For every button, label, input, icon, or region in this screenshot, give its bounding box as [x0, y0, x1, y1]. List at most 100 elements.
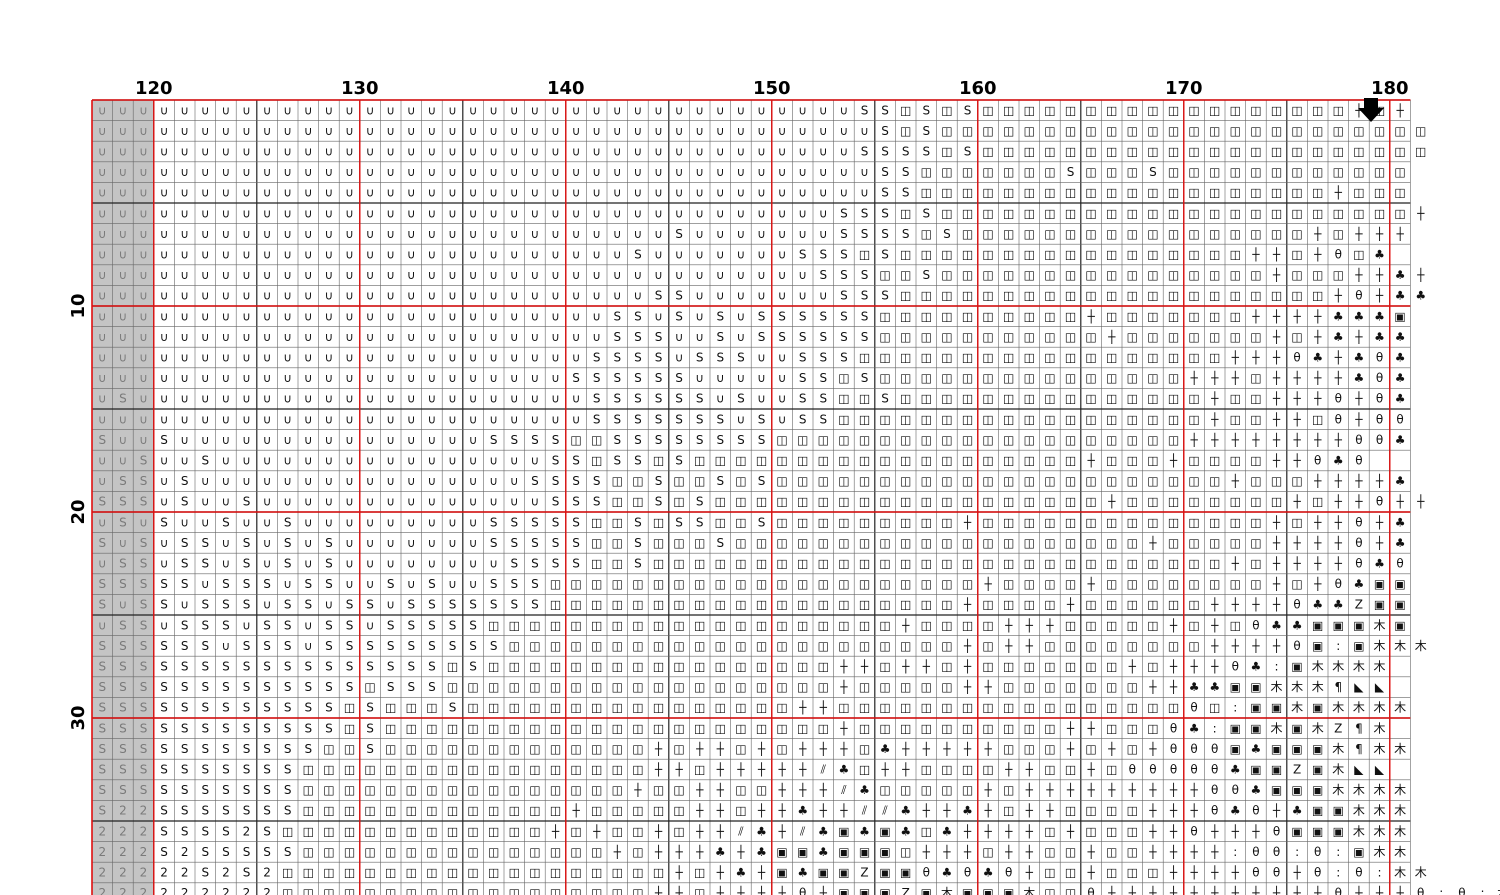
stitch-symbol: ◫ — [1085, 268, 1096, 282]
stitch-symbol: S — [449, 598, 457, 612]
stitch-symbol: S — [716, 309, 724, 323]
stitch-symbol: S — [160, 515, 168, 529]
stitch-symbol: ◫ — [1127, 433, 1138, 447]
stitch-symbol: ◫ — [1188, 515, 1199, 529]
stitch-symbol: ◫ — [447, 783, 458, 797]
stitch-symbol: ∪ — [531, 186, 540, 200]
stitch-symbol: ┼ — [1375, 885, 1384, 895]
stitch-symbol: S — [181, 577, 189, 591]
stitch-symbol: ∪ — [304, 454, 313, 468]
stitch-symbol: ∪ — [798, 227, 807, 241]
stitch-symbol: ∪ — [407, 433, 416, 447]
stitch-symbol: ┼ — [1066, 782, 1075, 797]
stitch-symbol: ∪ — [366, 618, 375, 632]
stitch-symbol: ◫ — [570, 763, 581, 777]
stitch-symbol: S — [593, 495, 601, 509]
stitch-symbol: ∪ — [283, 495, 292, 509]
stitch-symbol: ◫ — [1394, 124, 1405, 138]
stitch-symbol: ◫ — [735, 577, 746, 591]
stitch-symbol: ◫ — [776, 680, 787, 694]
stitch-symbol: ∪ — [757, 124, 766, 138]
stitch-symbol: ∪ — [283, 206, 292, 220]
stitch-symbol: θ — [1355, 557, 1362, 571]
stitch-symbol: ∪ — [201, 433, 210, 447]
stitch-symbol: S — [655, 474, 663, 488]
stitch-symbol: ┼ — [1210, 617, 1219, 632]
stitch-symbol: S — [222, 845, 230, 859]
stitch-symbol: ◫ — [1085, 351, 1096, 365]
stitch-symbol: ∪ — [325, 124, 334, 138]
stitch-symbol: S — [469, 618, 477, 632]
stitch-symbol: 木 — [1394, 866, 1406, 880]
stitch-symbol: ┼ — [1210, 844, 1219, 859]
stitch-symbol: θ — [1355, 433, 1362, 447]
stitch-symbol: ∪ — [201, 145, 210, 159]
stitch-symbol: ∪ — [737, 145, 746, 159]
stitch-symbol: ▣ — [879, 886, 890, 895]
stitch-symbol: S — [325, 557, 333, 571]
stitch-symbol: ◫ — [859, 639, 870, 653]
stitch-symbol: ∪ — [366, 103, 375, 117]
stitch-symbol: ┼ — [1231, 370, 1240, 385]
stitch-symbol: ◫ — [364, 763, 375, 777]
stitch-symbol: ▣ — [838, 886, 849, 895]
stitch-symbol: ♣ — [1251, 742, 1262, 756]
stitch-symbol: ∪ — [139, 515, 148, 529]
stitch-symbol: S — [531, 577, 539, 591]
stitch-symbol: ▣ — [1394, 577, 1405, 591]
stitch-symbol: ┼ — [1025, 803, 1034, 818]
stitch-symbol: ∪ — [428, 289, 437, 303]
stitch-symbol: ◫ — [715, 618, 726, 632]
stitch-symbol: ◫ — [282, 886, 293, 895]
stitch-symbol: ∪ — [428, 371, 437, 385]
stitch-symbol: ◫ — [591, 515, 602, 529]
stitch-symbol: S — [366, 701, 374, 715]
stitch-symbol: ∪ — [737, 206, 746, 220]
stitch-symbol: S — [222, 618, 230, 632]
stitch-symbol: ◫ — [406, 804, 417, 818]
stitch-symbol: ∪ — [551, 124, 560, 138]
stitch-symbol: ∪ — [98, 557, 107, 571]
stitch-symbol: ◫ — [509, 866, 520, 880]
stitch-symbol: ┼ — [571, 803, 580, 818]
stitch-symbol: ◫ — [1044, 701, 1055, 715]
stitch-symbol: ◫ — [488, 845, 499, 859]
stitch-symbol: ┼ — [1272, 535, 1281, 550]
stitch-symbol: 木 — [1270, 680, 1282, 694]
stitch-symbol: ∪ — [283, 412, 292, 426]
stitch-symbol: ◫ — [570, 618, 581, 632]
stitch-symbol: ∪ — [242, 392, 251, 406]
stitch-symbol: ┼ — [983, 782, 992, 797]
stitch-symbol: ∪ — [283, 330, 292, 344]
stitch-symbol: ∪ — [345, 495, 354, 509]
stitch-symbol: ◫ — [962, 330, 973, 344]
stitch-symbol: ◫ — [962, 309, 973, 323]
stitch-symbol: S — [140, 474, 148, 488]
stitch-symbol: ◫ — [1044, 515, 1055, 529]
stitch-symbol: S — [325, 701, 333, 715]
stitch-symbol: ∪ — [201, 474, 210, 488]
stitch-symbol: ∪ — [551, 371, 560, 385]
stitch-symbol: ◫ — [982, 763, 993, 777]
stitch-symbol: ◫ — [756, 721, 767, 735]
stitch-symbol: ∪ — [119, 103, 128, 117]
stitch-symbol: ◫ — [1353, 165, 1364, 179]
stitch-symbol: ◫ — [941, 124, 952, 138]
stitch-symbol: ┼ — [1189, 885, 1198, 895]
stitch-symbol: ◫ — [1003, 330, 1014, 344]
stitch-symbol: S — [634, 536, 642, 550]
stitch-symbol: ◫ — [962, 701, 973, 715]
stitch-symbol: ◫ — [1209, 515, 1220, 529]
stitch-symbol: ◫ — [426, 886, 437, 895]
stitch-symbol: ∪ — [139, 227, 148, 241]
stitch-symbol: ┼ — [777, 885, 786, 895]
stitch-symbol: ┼ — [963, 844, 972, 859]
stitch-symbol: S — [572, 495, 580, 509]
stitch-symbol: ◫ — [385, 742, 396, 756]
stitch-symbol: ┼ — [839, 720, 848, 735]
stitch-symbol: ┼ — [1148, 844, 1157, 859]
stitch-symbol: 木 — [1415, 866, 1427, 880]
stitch-symbol: ∪ — [98, 145, 107, 159]
stitch-symbol: ∪ — [675, 145, 684, 159]
stitch-symbol: S — [716, 474, 724, 488]
